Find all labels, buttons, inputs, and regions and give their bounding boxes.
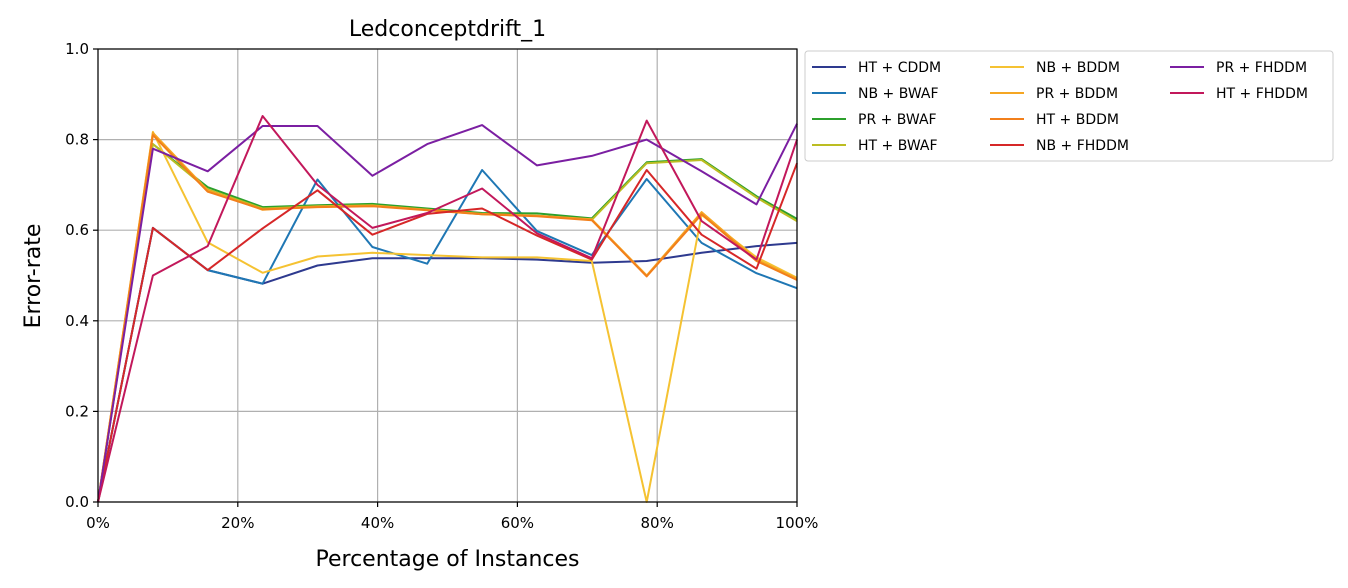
series-line-ht-bwaf bbox=[97, 143, 798, 503]
series-line-ht-bddm bbox=[97, 134, 798, 503]
series-line-nb-bddm bbox=[97, 130, 798, 503]
series-line-ht-fhddm bbox=[97, 115, 798, 503]
legend-label-ht-bddm: HT + BDDM bbox=[1036, 112, 1119, 128]
legend-label-ht-cddm: HT + CDDM bbox=[858, 60, 941, 76]
x-axis-title: Percentage of Instances bbox=[316, 547, 580, 572]
series-line-nb-fhddm bbox=[97, 162, 798, 503]
series-line-pr-bddm bbox=[97, 131, 798, 503]
legend-frame bbox=[804, 50, 1334, 162]
legend-label-pr-bwaf: PR + BWAF bbox=[858, 112, 937, 128]
x-tick-label: 40% bbox=[361, 514, 394, 532]
series-line-pr-bwaf bbox=[97, 143, 798, 503]
series-line-nb-bwaf bbox=[97, 169, 798, 503]
y-tick-label: 0.2 bbox=[65, 402, 89, 420]
y-tick-label: 0.8 bbox=[65, 131, 89, 149]
x-tick-label: 80% bbox=[641, 514, 674, 532]
legend-label-nb-bwaf: NB + BWAF bbox=[858, 86, 939, 102]
chart-title: Ledconceptdrift_1 bbox=[349, 17, 546, 42]
plot-area-frame bbox=[97, 48, 798, 503]
y-axis-title: Error-rate bbox=[21, 224, 46, 329]
legend-label-pr-fhddm: PR + FHDDM bbox=[1216, 60, 1307, 76]
x-tick-label: 60% bbox=[501, 514, 534, 532]
legend-label-pr-bddm: PR + BDDM bbox=[1036, 86, 1118, 102]
y-tick-label: 0.0 bbox=[65, 493, 89, 511]
series-line-pr-fhddm bbox=[97, 123, 798, 503]
legend: HT + CDDM NB + BWAF PR + BWAF HT + BWAF NB +… bbox=[804, 50, 1334, 162]
y-tick-label: 1.0 bbox=[65, 40, 89, 58]
legend-label-nb-fhddm: NB + FHDDM bbox=[1036, 138, 1129, 154]
legend-label-ht-bwaf: HT + BWAF bbox=[858, 138, 938, 154]
axis-ticks: 0% 20% 40% 60% 80% 100% 0.0 0.2 0.4 0.6 0.8 1.0 bbox=[65, 40, 818, 532]
y-tick-label: 0.6 bbox=[65, 221, 89, 239]
y-tick-label: 0.4 bbox=[65, 312, 89, 330]
grid bbox=[97, 48, 798, 503]
legend-label-ht-fhddm: HT + FHDDM bbox=[1216, 86, 1308, 102]
x-tick-label: 20% bbox=[221, 514, 254, 532]
legend-label-nb-bddm: NB + BDDM bbox=[1036, 60, 1120, 76]
x-tick-label: 100% bbox=[776, 514, 819, 532]
x-tick-label: 0% bbox=[86, 514, 110, 532]
series-lines bbox=[97, 115, 798, 503]
